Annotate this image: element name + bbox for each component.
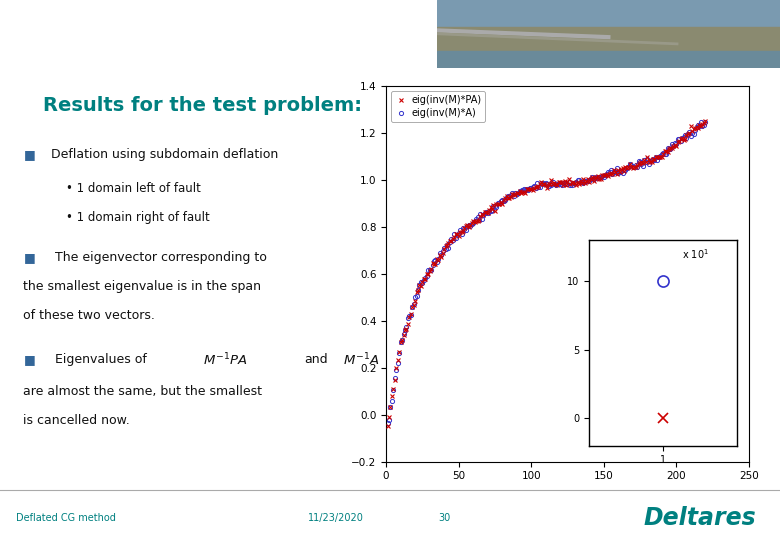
eig(inv(M)*A)	[552, 181, 562, 187]
Text: $M^{-1}PA$: $M^{-1}PA$	[203, 351, 247, 368]
eig(inv(M)*PA)	[661, 148, 671, 154]
Text: Deflated CG method: Deflated CG method	[16, 513, 115, 523]
Text: of these two vectors.: of these two vectors.	[23, 309, 155, 322]
Line: eig(inv(M)*A): eig(inv(M)*A)	[385, 119, 707, 425]
Text: ■: ■	[23, 251, 35, 264]
eig(inv(M)*PA)	[552, 182, 562, 188]
Text: are almost the same, but the smallest: are almost the same, but the smallest	[23, 384, 262, 397]
eig(inv(M)*A)	[651, 154, 661, 161]
eig(inv(M)*A)	[476, 211, 485, 217]
Text: Eigenvalues of: Eigenvalues of	[51, 353, 151, 366]
Text: ■: ■	[23, 353, 35, 366]
Text: 30: 30	[438, 513, 451, 523]
Text: The eigenvector corresponding to: The eigenvector corresponding to	[51, 251, 267, 264]
Text: and: and	[304, 353, 328, 366]
Text: Deflation using subdomain deflation: Deflation using subdomain deflation	[51, 148, 278, 161]
Text: the smallest eigenvalue is in the span: the smallest eigenvalue is in the span	[23, 280, 261, 293]
Text: Deflation Techniques: Deflation Techniques	[17, 27, 264, 47]
Text: Results for the test problem:: Results for the test problem:	[43, 96, 362, 115]
eig(inv(M)*PA)	[383, 422, 392, 429]
eig(inv(M)*PA)	[651, 154, 661, 160]
eig(inv(M)*A)	[700, 118, 710, 125]
eig(inv(M)*A)	[667, 141, 676, 148]
eig(inv(M)*PA)	[476, 213, 485, 219]
eig(inv(M)*A)	[661, 151, 671, 157]
eig(inv(M)*A)	[470, 218, 479, 225]
Legend: eig(inv(M)*PA), eig(inv(M)*A): eig(inv(M)*PA), eig(inv(M)*A)	[391, 91, 485, 122]
Text: 11/23/2020: 11/23/2020	[307, 513, 363, 523]
eig(inv(M)*PA)	[470, 219, 479, 226]
eig(inv(M)*A)	[383, 420, 392, 426]
Text: Deltares: Deltares	[644, 506, 757, 530]
Text: x 10$^1$: x 10$^1$	[682, 247, 709, 261]
eig(inv(M)*PA)	[700, 118, 710, 125]
Text: • 1 domain right of fault: • 1 domain right of fault	[66, 211, 210, 224]
Text: $M^{-1}A$: $M^{-1}A$	[343, 351, 380, 368]
Text: • 1 domain left of fault: • 1 domain left of fault	[66, 181, 201, 195]
Text: ■: ■	[23, 148, 35, 161]
eig(inv(M)*PA)	[667, 145, 676, 152]
Text: is cancelled now.: is cancelled now.	[23, 414, 130, 427]
Line: eig(inv(M)*PA): eig(inv(M)*PA)	[385, 119, 707, 428]
